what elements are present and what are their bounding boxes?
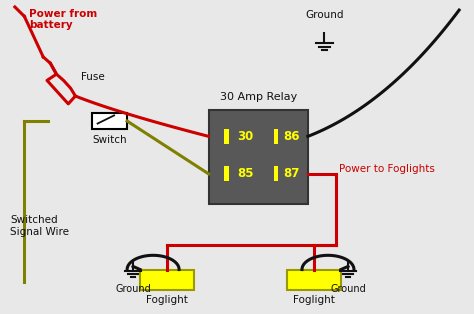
- Bar: [224, 129, 229, 144]
- Text: Ground: Ground: [115, 284, 151, 294]
- Text: Ground: Ground: [305, 10, 344, 20]
- Text: 30 Amp Relay: 30 Amp Relay: [219, 92, 297, 102]
- Bar: [224, 166, 229, 181]
- Bar: [91, 113, 127, 129]
- Text: Power to Foglights: Power to Foglights: [338, 164, 435, 174]
- Text: 30: 30: [237, 130, 253, 143]
- Text: Foglight: Foglight: [146, 295, 188, 305]
- Text: Fuse: Fuse: [81, 72, 105, 82]
- Text: Foglight: Foglight: [293, 295, 335, 305]
- Text: 87: 87: [283, 167, 300, 180]
- Text: Ground: Ground: [330, 284, 366, 294]
- Bar: [209, 110, 308, 204]
- Text: Switched
Signal Wire: Switched Signal Wire: [10, 215, 69, 236]
- Bar: [287, 269, 341, 290]
- Text: 86: 86: [283, 130, 300, 143]
- Text: Power from
battery: Power from battery: [29, 8, 97, 30]
- Bar: [140, 269, 194, 290]
- Text: 85: 85: [237, 167, 254, 180]
- Bar: [274, 129, 279, 144]
- Text: Switch: Switch: [92, 135, 127, 145]
- Bar: [274, 166, 279, 181]
